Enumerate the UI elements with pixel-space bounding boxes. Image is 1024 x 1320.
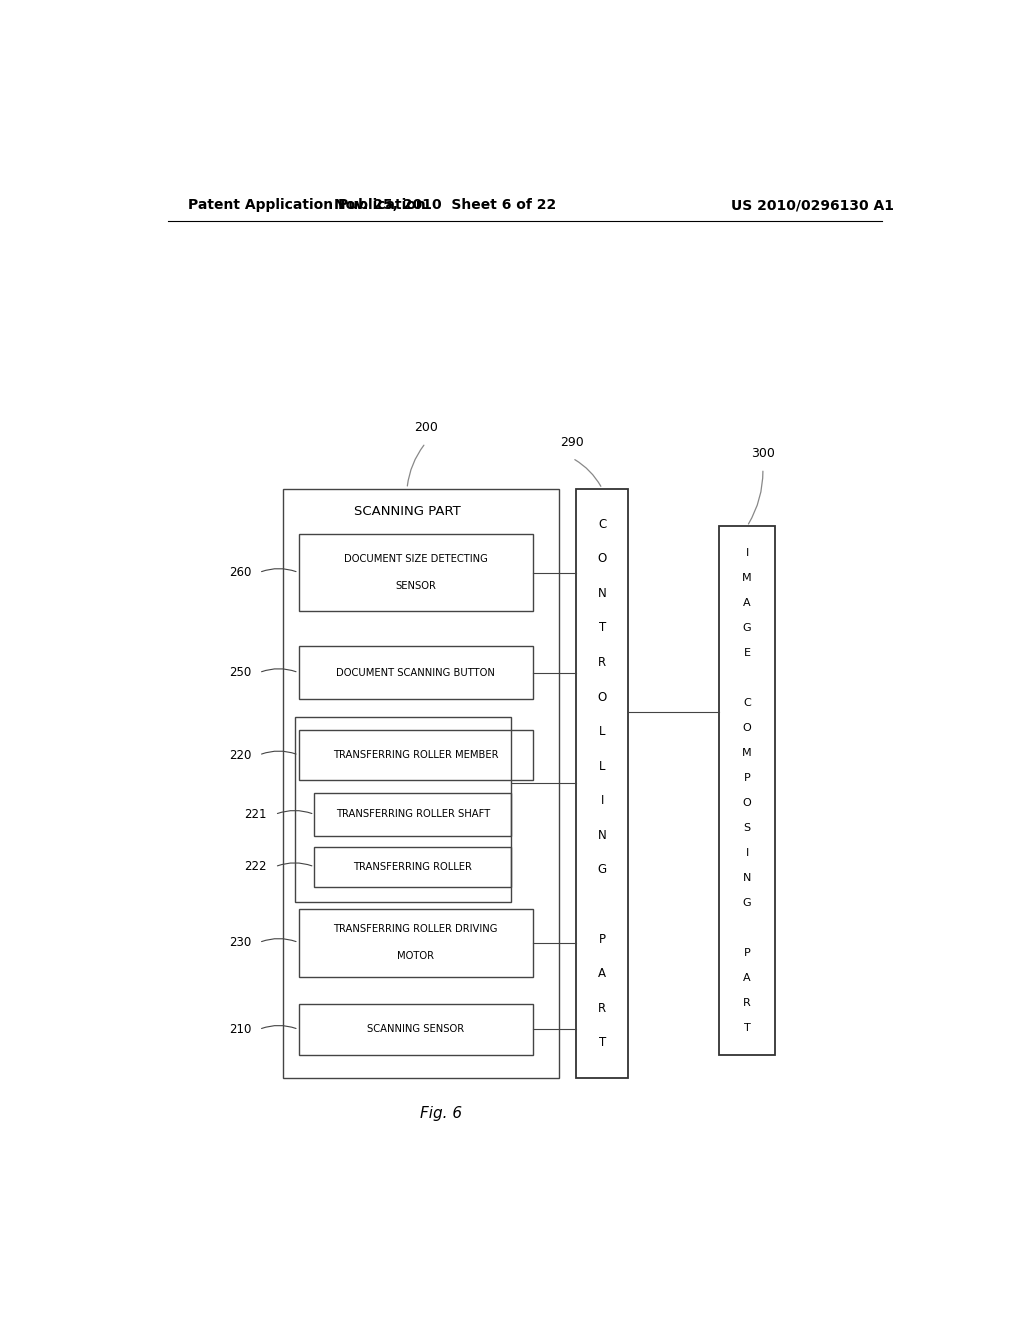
Text: E: E	[743, 648, 751, 657]
Text: T: T	[599, 622, 606, 635]
Text: A: A	[743, 973, 751, 983]
Text: R: R	[598, 1002, 606, 1015]
Text: TRANSFERRING ROLLER SHAFT: TRANSFERRING ROLLER SHAFT	[336, 809, 490, 820]
Text: P: P	[743, 948, 751, 958]
Text: Patent Application Publication: Patent Application Publication	[187, 198, 425, 213]
Text: TRANSFERRING ROLLER MEMBER: TRANSFERRING ROLLER MEMBER	[333, 750, 499, 760]
Text: 300: 300	[751, 446, 775, 459]
Text: A: A	[598, 968, 606, 981]
Text: G: G	[742, 899, 752, 908]
Bar	[299, 908, 532, 977]
Text: N: N	[742, 874, 752, 883]
Text: O: O	[598, 690, 607, 704]
Text: 230: 230	[228, 936, 251, 949]
Bar	[299, 1005, 532, 1055]
Text: TRANSFERRING ROLLER: TRANSFERRING ROLLER	[353, 862, 472, 871]
Text: N: N	[598, 829, 606, 842]
Text: TRANSFERRING ROLLER DRIVING: TRANSFERRING ROLLER DRIVING	[334, 924, 498, 935]
Text: I: I	[745, 849, 749, 858]
Text: 222: 222	[245, 861, 267, 874]
Bar	[295, 718, 511, 903]
Bar	[577, 488, 628, 1078]
Text: 250: 250	[228, 667, 251, 680]
Bar	[283, 488, 559, 1078]
Text: T: T	[599, 1036, 606, 1049]
Bar	[314, 846, 511, 887]
Text: P: P	[743, 774, 751, 783]
Text: G: G	[598, 863, 607, 876]
Text: I: I	[600, 795, 604, 808]
Text: C: C	[598, 517, 606, 531]
Text: Nov. 25, 2010  Sheet 6 of 22: Nov. 25, 2010 Sheet 6 of 22	[334, 198, 557, 213]
Text: MOTOR: MOTOR	[397, 950, 434, 961]
Text: R: R	[598, 656, 606, 669]
Text: S: S	[743, 824, 751, 833]
Text: T: T	[743, 1023, 751, 1034]
Bar	[299, 535, 532, 611]
Text: L: L	[599, 725, 605, 738]
Text: SENSOR: SENSOR	[395, 581, 436, 591]
Bar	[314, 792, 511, 837]
Bar	[299, 647, 532, 700]
Text: O: O	[598, 552, 607, 565]
Text: M: M	[742, 748, 752, 758]
Text: C: C	[743, 698, 751, 708]
Text: 260: 260	[228, 566, 251, 579]
Text: US 2010/0296130 A1: US 2010/0296130 A1	[731, 198, 894, 213]
Text: G: G	[742, 623, 752, 632]
Text: DOCUMENT SIZE DETECTING: DOCUMENT SIZE DETECTING	[344, 554, 487, 565]
Text: I: I	[745, 548, 749, 558]
Text: SCANNING SENSOR: SCANNING SENSOR	[368, 1024, 464, 1035]
Text: P: P	[599, 933, 605, 945]
Text: Fig. 6: Fig. 6	[421, 1106, 463, 1121]
Text: A: A	[743, 598, 751, 607]
Text: 220: 220	[228, 748, 251, 762]
Text: L: L	[599, 760, 605, 772]
Text: SCANNING PART: SCANNING PART	[353, 504, 461, 517]
Text: M: M	[742, 573, 752, 583]
Bar	[719, 527, 775, 1055]
Text: 290: 290	[560, 437, 585, 450]
Text: DOCUMENT SCANNING BUTTON: DOCUMENT SCANNING BUTTON	[336, 668, 496, 677]
Text: O: O	[742, 799, 752, 808]
Text: N: N	[598, 587, 606, 599]
Text: R: R	[743, 998, 751, 1008]
Text: 221: 221	[245, 808, 267, 821]
Text: 200: 200	[414, 421, 437, 434]
Text: O: O	[742, 723, 752, 733]
Text: 210: 210	[228, 1023, 251, 1036]
Bar	[299, 730, 532, 780]
